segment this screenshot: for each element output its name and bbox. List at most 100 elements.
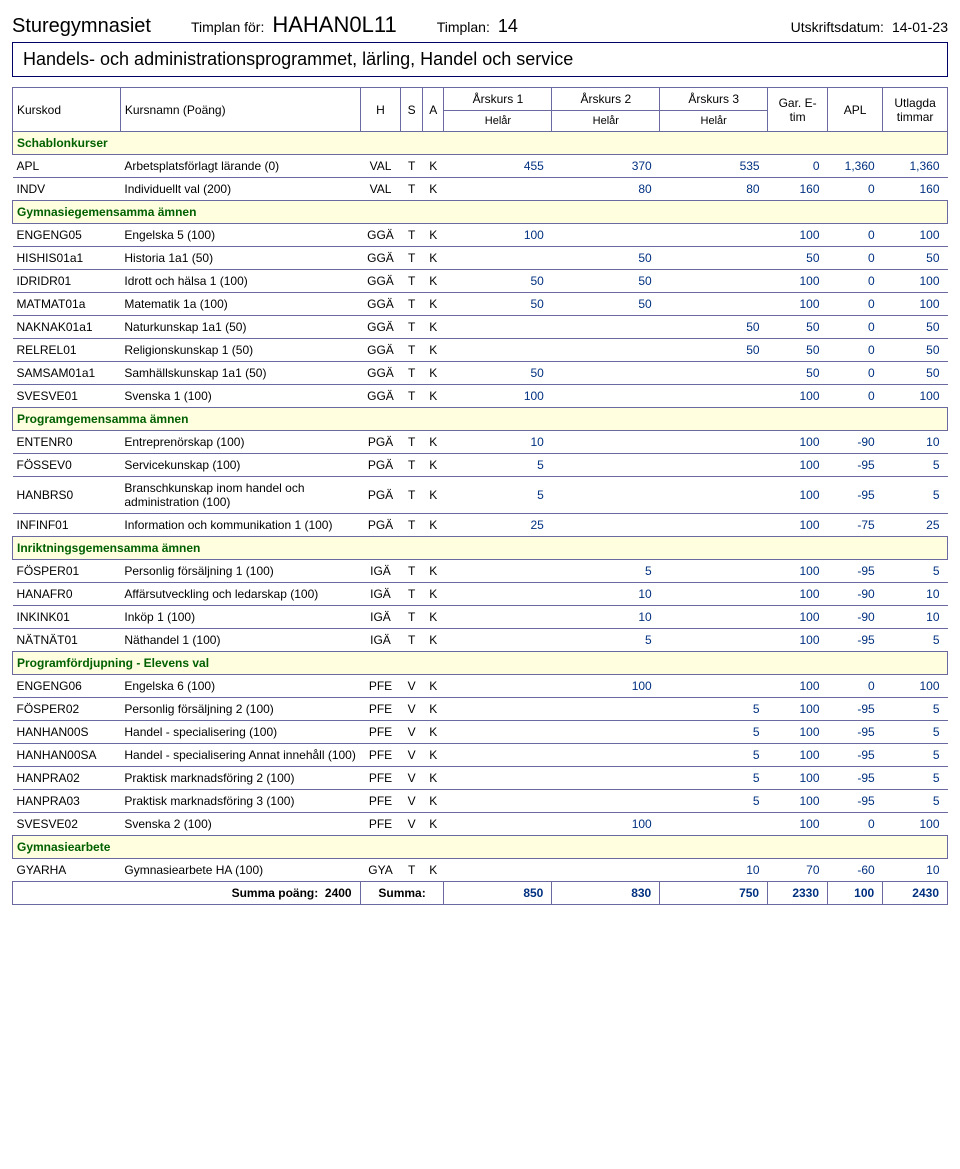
section-header: Gymnasiegemensamma ämnen	[13, 201, 948, 224]
program-title: Handels- och administrationsprogrammet, …	[23, 49, 573, 69]
col-a: K	[422, 767, 444, 790]
col-a: K	[422, 744, 444, 767]
col-gar: 50	[768, 362, 828, 385]
col-y1	[444, 790, 552, 813]
col-s: V	[401, 721, 423, 744]
col-a: K	[422, 316, 444, 339]
col-y1	[444, 178, 552, 201]
col-a: K	[422, 514, 444, 537]
col-h: PFE	[360, 813, 401, 836]
col-s: V	[401, 744, 423, 767]
course-name: Praktisk marknadsföring 2 (100)	[120, 767, 360, 790]
course-name: Inköp 1 (100)	[120, 606, 360, 629]
col-ut: 5	[883, 477, 948, 514]
col-y1	[444, 339, 552, 362]
col-h: PGÄ	[360, 477, 401, 514]
course-code: RELREL01	[13, 339, 121, 362]
course-name: Arbetsplatsförlagt lärande (0)	[120, 155, 360, 178]
table-foot: Summa poäng: 2400 Summa: 850 830 750 233…	[13, 882, 948, 905]
col-ut: 100	[883, 270, 948, 293]
col-h: PFE	[360, 675, 401, 698]
col-y3	[660, 583, 768, 606]
col-ut: 5	[883, 698, 948, 721]
col-ut: 50	[883, 339, 948, 362]
course-code: HANBRS0	[13, 477, 121, 514]
course-name: Svenska 1 (100)	[120, 385, 360, 408]
col-y1: 100	[444, 385, 552, 408]
section-title: Inriktningsgemensamma ämnen	[13, 537, 948, 560]
col-y1	[444, 629, 552, 652]
th-year3: Årskurs 3	[660, 88, 768, 111]
col-a: K	[422, 560, 444, 583]
col-y2: 10	[552, 606, 660, 629]
course-row: SAMSAM01a1Samhällskunskap 1a1 (50)GGÄTK5…	[13, 362, 948, 385]
col-apl: -75	[828, 514, 883, 537]
course-name: Samhällskunskap 1a1 (50)	[120, 362, 360, 385]
col-s: V	[401, 767, 423, 790]
col-y1	[444, 767, 552, 790]
col-a: K	[422, 385, 444, 408]
col-gar: 100	[768, 560, 828, 583]
col-h: GGÄ	[360, 270, 401, 293]
col-apl: -90	[828, 583, 883, 606]
section-title: Gymnasiearbete	[13, 836, 948, 859]
col-a: K	[422, 606, 444, 629]
col-y2	[552, 767, 660, 790]
course-code: HANHAN00SA	[13, 744, 121, 767]
col-y2: 100	[552, 675, 660, 698]
col-apl: -95	[828, 477, 883, 514]
col-gar: 100	[768, 767, 828, 790]
col-apl: -60	[828, 859, 883, 882]
col-apl: 0	[828, 813, 883, 836]
col-ut: 100	[883, 385, 948, 408]
col-y1	[444, 560, 552, 583]
col-s: V	[401, 698, 423, 721]
col-gar: 100	[768, 721, 828, 744]
course-name: Engelska 5 (100)	[120, 224, 360, 247]
col-ut: 5	[883, 790, 948, 813]
col-ut: 5	[883, 721, 948, 744]
col-gar: 100	[768, 813, 828, 836]
col-y2	[552, 385, 660, 408]
th-s: S	[401, 88, 423, 132]
col-s: T	[401, 293, 423, 316]
col-apl: -95	[828, 767, 883, 790]
course-row: RELREL01Religionskunskap 1 (50)GGÄTK5050…	[13, 339, 948, 362]
col-s: T	[401, 385, 423, 408]
plan-code: HAHAN0L11	[272, 12, 396, 38]
col-y1	[444, 247, 552, 270]
col-apl: 0	[828, 675, 883, 698]
section-header: Schablonkurser	[13, 132, 948, 155]
col-a: K	[422, 813, 444, 836]
col-y2	[552, 477, 660, 514]
col-gar: 100	[768, 270, 828, 293]
course-name: Affärsutveckling och ledarskap (100)	[120, 583, 360, 606]
col-y3: 10	[660, 859, 768, 882]
col-s: T	[401, 583, 423, 606]
col-ut: 5	[883, 629, 948, 652]
course-name: Branschkunskap inom handel och administr…	[120, 477, 360, 514]
col-apl: -95	[828, 698, 883, 721]
course-code: FÖSPER01	[13, 560, 121, 583]
col-y3	[660, 293, 768, 316]
col-ut: 5	[883, 744, 948, 767]
col-gar: 100	[768, 629, 828, 652]
col-y2: 50	[552, 293, 660, 316]
col-s: T	[401, 454, 423, 477]
school-name: Sturegymnasiet	[12, 15, 151, 38]
col-y3	[660, 224, 768, 247]
col-y3: 5	[660, 721, 768, 744]
course-row: ENTENR0Entreprenörskap (100)PGÄTK10100-9…	[13, 431, 948, 454]
th-year1: Årskurs 1	[444, 88, 552, 111]
timplan-label: Timplan:	[437, 19, 490, 35]
course-code: ENGENG06	[13, 675, 121, 698]
col-gar: 100	[768, 514, 828, 537]
course-code: INKINK01	[13, 606, 121, 629]
course-name: Naturkunskap 1a1 (50)	[120, 316, 360, 339]
course-row: NAKNAK01a1Naturkunskap 1a1 (50)GGÄTK5050…	[13, 316, 948, 339]
col-a: K	[422, 477, 444, 514]
col-y2: 10	[552, 583, 660, 606]
col-y2	[552, 514, 660, 537]
col-ut: 5	[883, 454, 948, 477]
col-a: K	[422, 675, 444, 698]
